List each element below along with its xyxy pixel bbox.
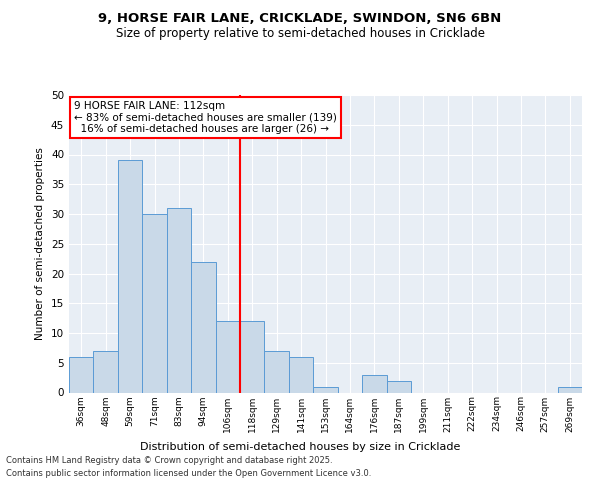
Bar xyxy=(69,357,94,392)
Bar xyxy=(557,386,582,392)
Bar xyxy=(289,357,313,392)
Text: 9 HORSE FAIR LANE: 112sqm
← 83% of semi-detached houses are smaller (139)
  16% : 9 HORSE FAIR LANE: 112sqm ← 83% of semi-… xyxy=(74,101,337,134)
Bar xyxy=(313,386,338,392)
Bar xyxy=(142,214,167,392)
Bar xyxy=(94,351,118,393)
Bar xyxy=(215,321,240,392)
Y-axis label: Number of semi-detached properties: Number of semi-detached properties xyxy=(35,148,46,340)
Bar xyxy=(386,380,411,392)
Text: Distribution of semi-detached houses by size in Cricklade: Distribution of semi-detached houses by … xyxy=(140,442,460,452)
Bar xyxy=(362,374,386,392)
Bar xyxy=(118,160,142,392)
Bar xyxy=(265,351,289,393)
Bar xyxy=(167,208,191,392)
Bar xyxy=(240,321,265,392)
Text: Contains public sector information licensed under the Open Government Licence v3: Contains public sector information licen… xyxy=(6,468,371,477)
Bar xyxy=(191,262,215,392)
Text: 9, HORSE FAIR LANE, CRICKLADE, SWINDON, SN6 6BN: 9, HORSE FAIR LANE, CRICKLADE, SWINDON, … xyxy=(98,12,502,26)
Text: Contains HM Land Registry data © Crown copyright and database right 2025.: Contains HM Land Registry data © Crown c… xyxy=(6,456,332,465)
Text: Size of property relative to semi-detached houses in Cricklade: Size of property relative to semi-detach… xyxy=(115,28,485,40)
